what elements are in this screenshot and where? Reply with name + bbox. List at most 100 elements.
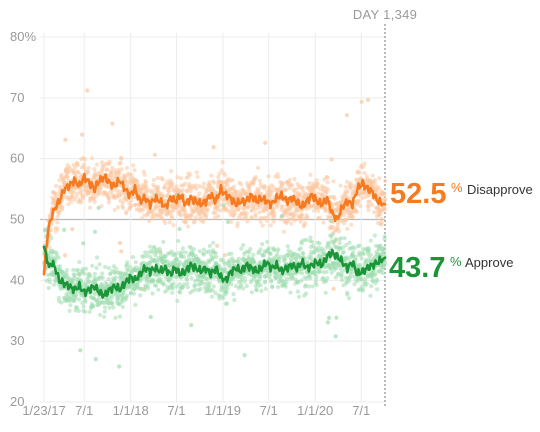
approve-poll-dot [360, 287, 366, 292]
disapprove-poll-dot [169, 169, 174, 174]
approve-poll-dot [106, 265, 111, 271]
approve-poll-dot [325, 320, 330, 325]
disapprove-poll-dot [263, 140, 268, 145]
disapprove-poll-dot [183, 209, 188, 214]
approve-poll-dot [106, 277, 111, 282]
approve-poll-dot [154, 283, 159, 288]
disapprove-poll-dot [129, 198, 134, 203]
day-label: DAY 1,349 [353, 7, 417, 22]
disapprove-poll-dot [69, 199, 74, 204]
disapprove-poll-dot [205, 208, 210, 213]
disapprove-poll-dot [356, 198, 361, 203]
disapprove-poll-dot [86, 170, 91, 175]
approve-poll-dot [170, 290, 175, 295]
approve-poll-dot [259, 288, 264, 293]
approve-poll-dot [120, 299, 125, 304]
disapprove-poll-dot [257, 210, 262, 215]
approve-poll-dot [223, 266, 228, 271]
disapprove-poll-dot [362, 170, 367, 176]
disapprove-poll-dot [325, 187, 331, 192]
disapprove-poll-dot [167, 220, 172, 225]
disapprove-label: Disapprove [467, 182, 533, 197]
disapprove-poll-dot [325, 175, 330, 180]
approve-poll-dot [304, 237, 309, 243]
approve-poll-dot [295, 289, 300, 294]
approve-poll-dot [56, 295, 62, 300]
approve-poll-dot [346, 279, 351, 284]
approve-poll-dot [78, 348, 83, 353]
approve-poll-dot [372, 233, 377, 238]
approve-poll-dot [97, 262, 102, 267]
disapprove-poll-dot [200, 185, 205, 190]
disapprove-poll-dot [244, 211, 250, 216]
disapprove-poll-dot [359, 99, 364, 104]
x-tick-label: 7/1 [352, 403, 370, 418]
approve-poll-dot [327, 315, 332, 320]
disapprove-poll-dot [345, 226, 350, 231]
approve-poll-dot [185, 281, 190, 286]
approve-poll-dot [368, 293, 373, 298]
approve-poll-dot [189, 323, 194, 328]
disapprove-poll-dot [231, 184, 236, 189]
approve-poll-dot [83, 299, 88, 304]
disapprove-poll-dot [132, 202, 138, 208]
approve-label: Approve [465, 255, 514, 270]
approve-poll-dot [173, 253, 178, 258]
disapprove-poll-dot [86, 166, 91, 171]
approve-poll-dot [181, 254, 187, 259]
disapprove-poll-dot [170, 184, 175, 189]
approve-poll-dot [347, 296, 352, 301]
approve-poll-dot [231, 292, 236, 297]
approve-poll-dot [197, 249, 202, 254]
disapprove-poll-dot [70, 227, 75, 232]
approve-poll-dot [359, 256, 364, 261]
disapprove-poll-dot [331, 286, 336, 291]
disapprove-poll-dot [265, 206, 270, 211]
approve-poll-dot [156, 287, 161, 292]
approve-poll-dot [114, 266, 119, 271]
approve-poll-dot [178, 260, 183, 265]
disapprove-poll-dot [100, 168, 105, 173]
approve-poll-dot [214, 254, 219, 259]
disapprove-poll-dot [161, 194, 166, 199]
approve-poll-dot [176, 238, 181, 244]
approve-poll-dot [120, 304, 125, 310]
disapprove-poll-dot [169, 216, 174, 221]
disapprove-poll-dot [315, 185, 320, 190]
approve-poll-dot [268, 251, 273, 257]
approve-poll-dot [58, 264, 63, 269]
disapprove-poll-dot [118, 160, 123, 165]
disapprove-poll-dot [292, 213, 297, 218]
disapprove-poll-dot [119, 249, 124, 254]
approve-poll-dot [76, 268, 81, 273]
approve-poll-dot [138, 293, 143, 298]
disapprove-poll-dot [209, 173, 214, 178]
disapprove-poll-dot [262, 184, 267, 189]
disapprove-poll-dot [292, 176, 297, 182]
approve-poll-dot [107, 305, 112, 310]
disapprove-poll-dot [266, 174, 271, 179]
approve-poll-dot [169, 249, 174, 254]
disapprove-poll-dot [331, 179, 336, 184]
approve-poll-dot [229, 251, 234, 256]
approve-poll-dot [211, 240, 216, 245]
approve-poll-dot [133, 302, 138, 307]
approve-poll-dot [103, 264, 108, 269]
disapprove-poll-dot [75, 163, 80, 168]
disapprove-poll-dot [332, 196, 337, 201]
disapprove-poll-dot [178, 176, 184, 181]
approve-poll-dot [323, 290, 328, 295]
disapprove-poll-dot [361, 164, 366, 169]
disapprove-poll-dot [83, 157, 88, 162]
y-tick-label: 30 [10, 333, 24, 348]
disapprove-poll-dot [374, 188, 379, 193]
approve-poll-dot [201, 252, 206, 257]
approve-poll-dot [254, 288, 259, 293]
disapprove-poll-dot [325, 206, 330, 211]
approve-poll-dot [175, 298, 180, 304]
approve-poll-dot [49, 236, 54, 241]
disapprove-poll-dot [152, 152, 157, 157]
approve-poll-dot [375, 287, 380, 292]
approve-poll-dot [97, 312, 103, 317]
approve-poll-dot [269, 278, 274, 283]
